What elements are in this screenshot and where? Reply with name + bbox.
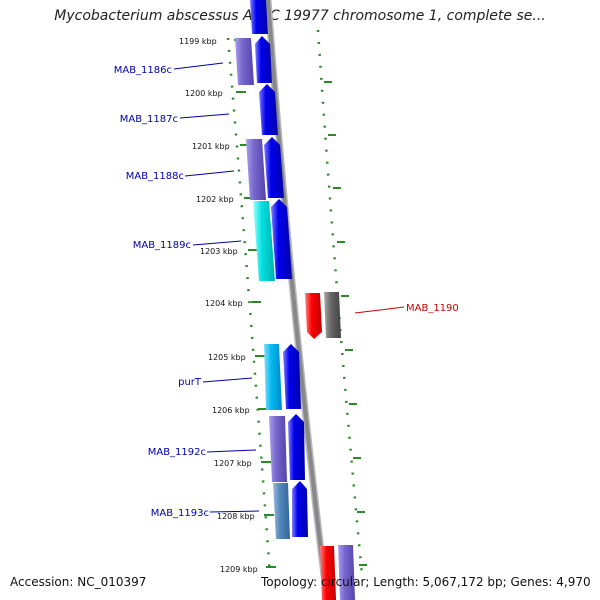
map-title: Mycobacterium abscessus ATCC 19977 chrom… (54, 8, 546, 24)
gene-block-mab-1189c (253, 201, 275, 281)
cds-arrow (264, 137, 284, 198)
gene-label-mab-1192c[interactable]: MAB_1192c (148, 447, 206, 458)
cds-arrow (283, 344, 301, 409)
gene-block-mab-1192c (269, 416, 287, 482)
gene-block-purt (264, 344, 282, 410)
cds-arrow (288, 414, 305, 480)
tick-label: 1207 kbp (214, 459, 252, 468)
gene-label-mab-1190[interactable]: MAB_1190 (406, 303, 459, 314)
gene-block-mab-1190 (305, 293, 322, 339)
cds-arrow (271, 199, 292, 279)
gene-label-mab-1187c[interactable]: MAB_1187c (120, 114, 178, 125)
tick-marks (234, 39, 276, 568)
accession-text: Accession: NC_010397 (10, 575, 147, 589)
gene-block-mab-1186c (235, 38, 254, 85)
cds-arrow (250, 0, 268, 34)
gene-label-mab-1193c[interactable]: MAB_1193c (151, 508, 209, 519)
gene-block (320, 546, 336, 600)
inner-dotted-ring (226, 37, 272, 576)
gene-label-mab-1188c[interactable]: MAB_1188c (126, 171, 184, 182)
gene-block-mab-1193c (273, 483, 290, 539)
gene-label-mab-1189c[interactable]: MAB_1189c (133, 240, 191, 251)
tick-label: 1199 kbp (179, 37, 217, 46)
tick-label: 1201 kbp (192, 142, 230, 151)
cds-arrow (255, 36, 272, 83)
cds-block (324, 292, 341, 338)
gene-label-purt[interactable]: purT (178, 377, 202, 388)
gene-block-mab-1188c (246, 139, 266, 200)
tick-label: 1206 kbp (212, 406, 250, 415)
tick-label: 1205 kbp (208, 353, 246, 362)
tick-label: 1209 kbp (220, 565, 258, 574)
tick-label: 1204 kbp (205, 299, 243, 308)
tick-label: 1203 kbp (200, 247, 238, 256)
tick-label: 1200 kbp (185, 89, 223, 98)
summary-text: Topology: circular; Length: 5,067,172 bp… (261, 575, 591, 589)
cds-block (338, 545, 355, 600)
tick-label: 1202 kbp (196, 195, 234, 204)
cds-arrow (292, 481, 308, 537)
cds-arrow (259, 84, 278, 135)
gene-label-mab-1186c[interactable]: MAB_1186c (114, 65, 172, 76)
tick-label: 1208 kbp (217, 512, 255, 521)
